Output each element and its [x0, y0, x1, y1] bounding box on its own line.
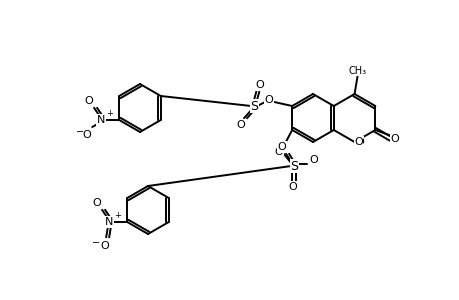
Text: CH₃: CH₃ — [348, 66, 366, 76]
Text: O: O — [277, 142, 286, 152]
Text: −: − — [92, 238, 100, 248]
Text: −: − — [76, 127, 84, 137]
Text: O: O — [309, 155, 318, 165]
Text: O: O — [353, 137, 362, 147]
Text: O: O — [101, 241, 109, 251]
Text: S: S — [290, 160, 297, 172]
Text: O: O — [255, 80, 264, 90]
Text: O: O — [83, 130, 91, 140]
Text: O: O — [264, 95, 273, 105]
Text: O: O — [84, 96, 93, 106]
Text: O: O — [93, 198, 101, 208]
Text: N: N — [105, 217, 113, 227]
Text: O: O — [236, 120, 245, 130]
Text: N: N — [97, 115, 105, 125]
Text: S: S — [250, 100, 257, 112]
Text: O: O — [274, 147, 283, 157]
Text: +: + — [113, 212, 120, 220]
Text: O: O — [390, 134, 398, 144]
Text: O: O — [354, 137, 363, 147]
Text: O: O — [354, 137, 363, 147]
Text: O: O — [288, 182, 297, 192]
Text: +: + — [106, 110, 112, 118]
